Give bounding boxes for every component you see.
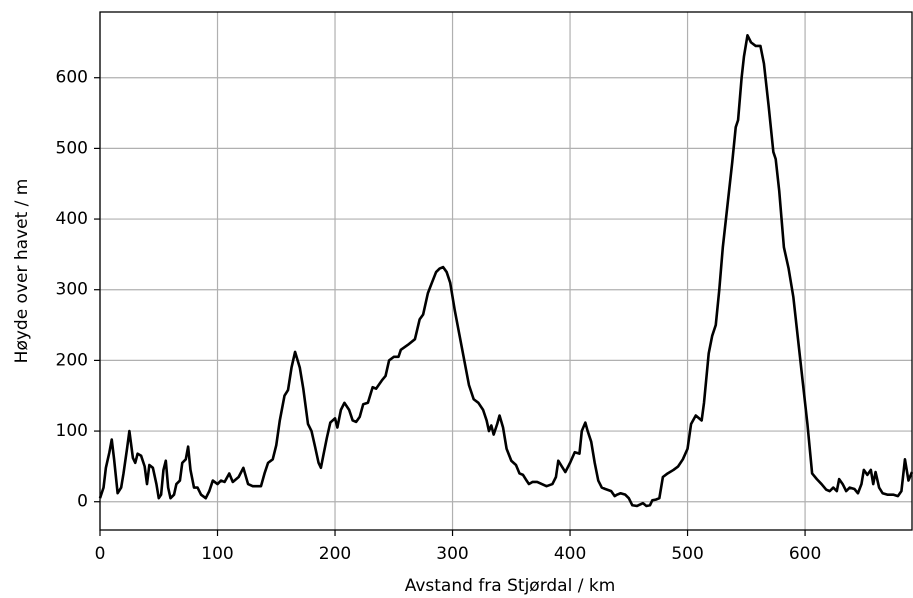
elevation-line xyxy=(98,34,913,508)
x-tick-label: 0 xyxy=(95,544,106,564)
y-tick-label: 600 xyxy=(56,68,88,88)
x-tick-label: 400 xyxy=(554,544,586,564)
x-axis-label: Avstand fra Stjørdal / km xyxy=(405,576,616,596)
y-tick-label: 400 xyxy=(56,209,88,229)
y-axis-label: Høyde over havet / m xyxy=(12,179,32,364)
x-tick-label: 200 xyxy=(319,544,351,564)
x-tick-label: 300 xyxy=(436,544,468,564)
x-tick-label: 600 xyxy=(789,544,821,564)
x-tick-label: 500 xyxy=(671,544,703,564)
y-tick-label: 0 xyxy=(77,492,88,512)
plot-layer xyxy=(98,34,913,508)
plot-frame xyxy=(99,11,913,531)
tick-layer: 0 100 200 300 400 500 600 0 100 200 300 400 500 600 xyxy=(56,68,822,564)
x-tick-label: 100 xyxy=(201,544,233,564)
grid-layer xyxy=(99,12,912,530)
y-tick-label: 100 xyxy=(56,421,88,441)
y-tick-label: 200 xyxy=(56,350,88,370)
y-tick-label: 500 xyxy=(56,138,88,158)
y-tick-label: 300 xyxy=(56,280,88,300)
